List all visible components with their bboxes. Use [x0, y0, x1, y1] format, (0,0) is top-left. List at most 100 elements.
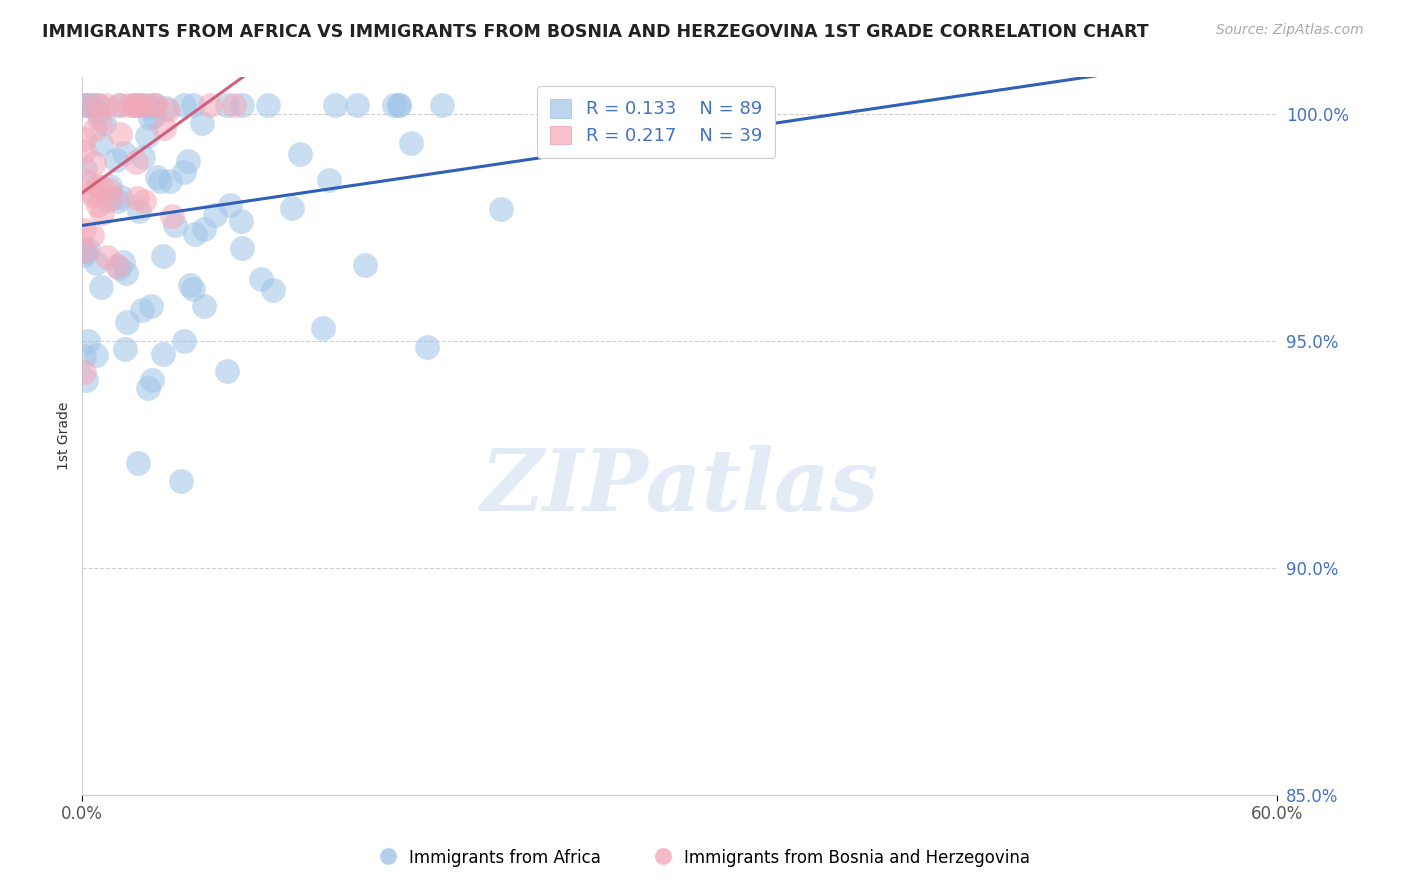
- Point: [354, 259, 377, 273]
- Point: [98, 178, 121, 193]
- Point: [183, 283, 205, 297]
- Point: [94, 97, 117, 112]
- Point: [110, 190, 132, 204]
- Point: [100, 191, 122, 205]
- Point: [141, 373, 163, 387]
- Point: [90, 280, 112, 294]
- Point: [104, 153, 127, 167]
- Point: [170, 475, 193, 489]
- Point: [399, 136, 422, 150]
- Point: [82, 228, 104, 243]
- Point: [219, 198, 242, 212]
- Point: [84, 348, 107, 362]
- Point: [215, 97, 238, 112]
- Point: [416, 340, 439, 354]
- Point: [288, 146, 311, 161]
- Point: [136, 381, 159, 395]
- Point: [489, 202, 512, 216]
- Point: [139, 299, 162, 313]
- Point: [97, 193, 120, 207]
- Point: [139, 112, 162, 126]
- Point: [105, 259, 128, 273]
- Point: [87, 179, 110, 194]
- Point: [111, 254, 134, 268]
- Point: [75, 97, 97, 112]
- Point: [125, 191, 148, 205]
- Point: [159, 174, 181, 188]
- Point: [90, 136, 112, 151]
- Point: [82, 185, 104, 199]
- Point: [224, 97, 246, 112]
- Point: [75, 162, 97, 177]
- Point: [118, 97, 141, 112]
- Point: [124, 97, 146, 112]
- Point: [177, 153, 200, 168]
- Point: [346, 97, 368, 112]
- Point: [215, 364, 238, 378]
- Point: [125, 97, 148, 112]
- Point: [108, 261, 131, 276]
- Point: [80, 97, 103, 112]
- Point: [79, 97, 101, 112]
- Point: [75, 174, 97, 188]
- Point: [382, 97, 405, 112]
- Text: ZIPatlas: ZIPatlas: [481, 445, 879, 528]
- Point: [262, 283, 284, 297]
- Point: [73, 244, 96, 258]
- Point: [90, 180, 112, 194]
- Point: [387, 97, 409, 112]
- Legend: Immigrants from Africa, Immigrants from Bosnia and Herzegovina: Immigrants from Africa, Immigrants from …: [368, 841, 1038, 875]
- Point: [143, 97, 166, 112]
- Point: [156, 103, 179, 118]
- Point: [135, 129, 157, 144]
- Point: [155, 101, 177, 115]
- Point: [75, 97, 97, 112]
- Point: [135, 97, 157, 112]
- Point: [73, 244, 96, 259]
- Point: [115, 315, 138, 329]
- Point: [139, 100, 162, 114]
- Point: [87, 97, 110, 112]
- Point: [325, 97, 347, 112]
- Point: [87, 97, 110, 112]
- Point: [108, 97, 131, 112]
- Point: [114, 146, 136, 161]
- Point: [655, 97, 678, 112]
- Point: [162, 209, 184, 223]
- Point: [76, 334, 98, 349]
- Point: [231, 241, 253, 255]
- Point: [132, 150, 155, 164]
- Point: [73, 248, 96, 262]
- Point: [249, 271, 271, 285]
- Point: [131, 97, 153, 112]
- Point: [73, 223, 96, 237]
- Point: [143, 97, 166, 112]
- Point: [77, 242, 100, 256]
- Point: [193, 222, 215, 236]
- Point: [191, 116, 214, 130]
- Point: [229, 214, 252, 228]
- Point: [153, 120, 176, 135]
- Point: [98, 183, 121, 197]
- Point: [204, 208, 226, 222]
- Point: [388, 97, 411, 112]
- Point: [131, 303, 153, 318]
- Point: [96, 250, 118, 264]
- Y-axis label: 1st Grade: 1st Grade: [58, 402, 72, 470]
- Point: [87, 105, 110, 120]
- Point: [132, 194, 155, 208]
- Point: [142, 97, 165, 112]
- Point: [75, 97, 97, 112]
- Point: [152, 249, 174, 263]
- Point: [122, 97, 145, 112]
- Legend: R = 0.133    N = 89, R = 0.217    N = 39: R = 0.133 N = 89, R = 0.217 N = 39: [537, 87, 775, 158]
- Point: [108, 97, 131, 112]
- Point: [129, 97, 152, 112]
- Point: [152, 346, 174, 360]
- Point: [127, 456, 149, 470]
- Point: [145, 169, 167, 184]
- Point: [73, 132, 96, 146]
- Point: [173, 97, 195, 112]
- Point: [91, 206, 114, 220]
- Point: [231, 97, 253, 112]
